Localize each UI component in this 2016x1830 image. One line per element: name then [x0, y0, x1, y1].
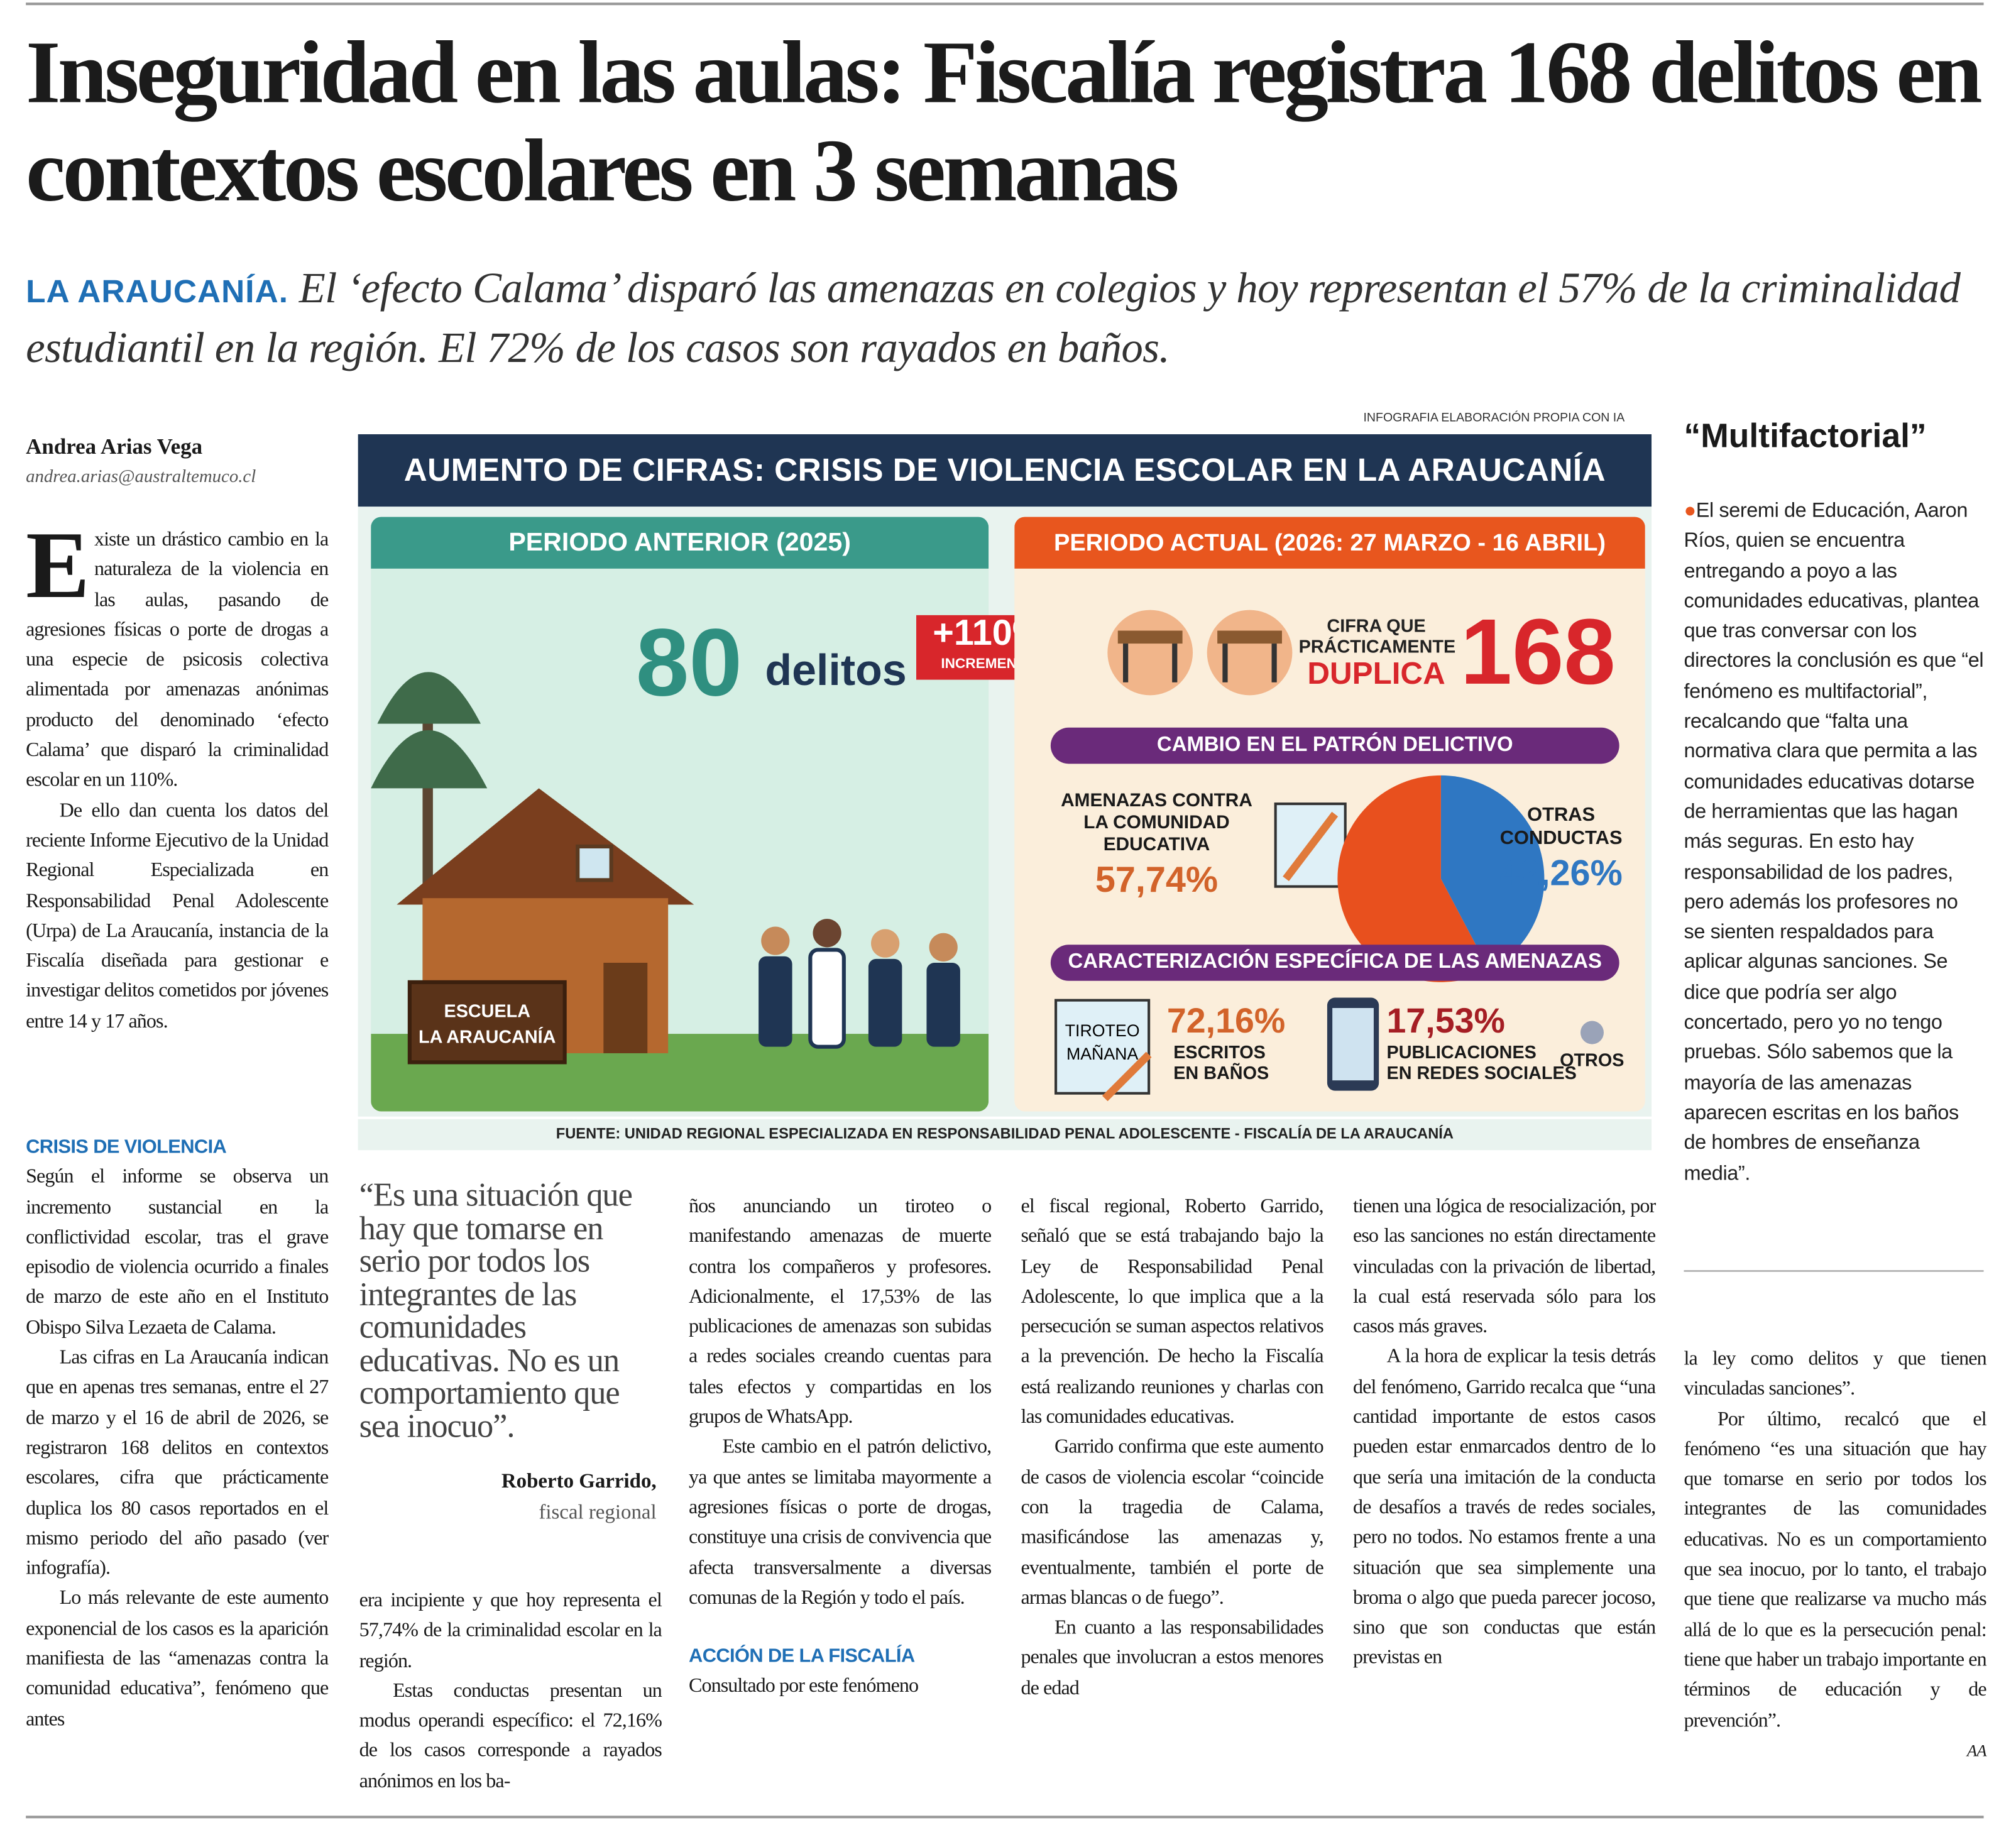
paragraph: Este cambio en el patrón delictivo, ya q… [689, 1436, 992, 1609]
byline-author: Andrea Arias Vega [26, 434, 203, 459]
quote-author: Roberto Garrido, [501, 1471, 657, 1493]
deck-text: El ‘efecto Calama’ disparó las amenazas … [26, 265, 1961, 373]
deck-kicker: LA ARAUCANÍA. [26, 273, 289, 310]
paragraph: xiste un drástico cambio en la naturalez… [26, 529, 329, 792]
school-sign-line-1: ESCUELA [444, 1001, 531, 1021]
label-line: ESCRITOS [1173, 1041, 1266, 1063]
threats-label: AMENAZAS CONTRA LA COMUNIDAD EDUCATIVA 57,7… [1040, 791, 1273, 904]
school-sign-line-2: LA ARAUCANÍA [419, 1026, 556, 1048]
article-col-1-bottom: CRISIS DE VIOLENCIA Según el informe se … [26, 1132, 329, 1734]
label-line: LA COMUNIDAD [1083, 813, 1230, 834]
other-value: 42,26% [1499, 853, 1623, 893]
smartphone-icon [1327, 997, 1379, 1091]
article-col-2: era incipiente y que hoy representa el 5… [359, 1586, 662, 1796]
previous-period-panel: PERIODO ANTERIOR (2025) 80 delitos ESCUE… [371, 517, 989, 1112]
deck: LA ARAUCANÍA. El ‘efecto Calama’ disparó… [26, 261, 1990, 376]
graffiti-note-icon: TIROTEO MAÑANA [1055, 999, 1152, 1102]
section-heading: ACCIÓN DE LA FISCALÍA [689, 1645, 915, 1668]
section-heading: CRISIS DE VIOLENCIA [26, 1136, 227, 1158]
paragraph: Las cifras en La Araucanía indican que e… [26, 1346, 329, 1580]
current-period-header: PERIODO ACTUAL (2026: 27 MARZO - 16 ABRI… [1014, 517, 1645, 569]
paragraph: En cuanto a las responsabilidades penale… [1021, 1616, 1324, 1699]
pie-slice [1440, 775, 1545, 970]
paragraph: Según el informe se observa un increment… [26, 1166, 329, 1339]
label-line: EN BAÑOS [1173, 1062, 1269, 1083]
school-sign [407, 980, 567, 1065]
pattern-pie-chart [1337, 775, 1545, 982]
paragraph: Lo más relevante de este aumento exponen… [26, 1587, 329, 1730]
label-line: PUBLICACIONES [1386, 1041, 1537, 1063]
paragraph: Por último, recalcó que el fenómeno “es … [1684, 1408, 1986, 1731]
sidebar-text: ●El seremi de Educación, Aaron Ríos, qui… [1684, 496, 1983, 1189]
previous-period-header: PERIODO ANTERIOR (2025) [371, 517, 989, 569]
previous-value: 80 [635, 608, 743, 716]
paragraph: era incipiente y que hoy representa el 5… [359, 1589, 662, 1672]
byline-email[interactable]: andrea.arias@australtemuco.cl [26, 468, 256, 488]
sidebar-title: “Multifactorial” [1684, 416, 1927, 455]
bathroom-stat: 72,16% ESCRITOS EN BAÑOS [1167, 1000, 1285, 1083]
note-line: DUPLICA [1307, 656, 1445, 692]
article-col-4: el fiscal regional, Roberto Garrido, señ… [1021, 1192, 1324, 1703]
infographic: AUMENTO DE CIFRAS: CRISIS DE VIOLENCIA E… [358, 434, 1652, 1117]
article-col-6: la ley como delitos y que tienen vincula… [1684, 1344, 1986, 1766]
paragraph: Estas conductas presentan un modus opera… [359, 1680, 662, 1792]
note-text: TIROTEO [1065, 1021, 1140, 1040]
bullet-icon: ● [1684, 500, 1696, 522]
students-icon [759, 919, 960, 1049]
other-threats-label: OTROS [1560, 1049, 1624, 1070]
current-note: CIFRA QUE PRÁCTICAMENTE DUPLICA [1298, 615, 1456, 693]
pie-slice [1337, 775, 1489, 982]
school-desks-icon [1107, 610, 1293, 696]
sidebar-divider [1684, 1270, 1984, 1272]
threats-header: CARACTERIZACIÓN ESPECÍFICA DE LAS AMENAZ… [1050, 945, 1619, 981]
paragraph: Consultado por este fenómeno [689, 1675, 919, 1697]
threats-value: 57,74% [1095, 859, 1219, 900]
paragraph: Garrido confirma que este aumento de cas… [1021, 1436, 1324, 1609]
label-line: EN REDES SOCIALES [1386, 1062, 1577, 1083]
other-dot-icon [1580, 1021, 1604, 1044]
school-illustration: ESCUELA LA ARAUCANÍA [371, 672, 989, 1112]
note-line: CIFRA QUE [1327, 615, 1426, 636]
paragraph: tienen una lógica de resocialización, po… [1353, 1195, 1656, 1338]
article-col-3: ños anunciando un tiroteo o manifestando… [689, 1192, 992, 1702]
pull-quote: “Es una situación que hay que tomarse en… [359, 1176, 633, 1445]
other-label: OTRAS CONDUCTAS 42,26% [1490, 804, 1632, 897]
note-text: MAÑANA [1066, 1044, 1138, 1063]
current-value: 168 [1460, 601, 1616, 704]
pull-quote-attribution: Roberto Garrido, fiscal regional [359, 1467, 657, 1529]
pattern-header: CAMBIO EN EL PATRÓN DELICTIVO [1050, 727, 1619, 764]
label-line: OTRAS [1527, 804, 1596, 826]
bathroom-value: 72,16% [1166, 1001, 1286, 1041]
paragraph: la ley como delitos y que tienen vincula… [1684, 1347, 1986, 1400]
top-rule [26, 3, 1984, 6]
paragraph: De ello dan cuenta los datos del recient… [26, 799, 329, 1033]
headline: Inseguridad en las aulas: Fiscalía regis… [26, 23, 1983, 220]
article-col-5: tienen una lógica de resocialización, po… [1353, 1192, 1656, 1674]
infographic-title: AUMENTO DE CIFRAS: CRISIS DE VIOLENCIA E… [358, 434, 1652, 507]
current-period-panel: PERIODO ACTUAL (2026: 27 MARZO - 16 ABRI… [1014, 517, 1645, 1112]
end-mark: AA [1966, 1740, 1987, 1760]
sidebar-paragraph: El seremi de Educación, Aaron Ríos, quie… [1684, 500, 1984, 1185]
paragraph: ños anunciando un tiroteo o manifestando… [689, 1195, 992, 1428]
infographic-source: FUENTE: UNIDAD REGIONAL ESPECIALIZADA EN… [358, 1119, 1652, 1151]
label-line: AMENAZAS CONTRA [1061, 791, 1252, 812]
social-media-value: 17,53% [1386, 1001, 1505, 1041]
previous-unit: delitos [765, 646, 907, 696]
label-line: CONDUCTAS [1499, 827, 1623, 850]
quote-role: fiscal regional [539, 1501, 657, 1524]
drop-cap: E [26, 513, 90, 620]
note-line: PRÁCTICAMENTE [1298, 635, 1456, 657]
infographic-credit: INFOGRAFIA ELABORACIÓN PROPIA CON IA [1363, 410, 1625, 425]
article-col-1-top: E xiste un drástico cambio en la natural… [26, 513, 329, 1036]
label-line: EDUCATIVA [1103, 835, 1210, 856]
school-roof [397, 788, 694, 905]
paragraph: el fiscal regional, Roberto Garrido, señ… [1021, 1195, 1324, 1428]
notepad-pencil-icon [1274, 803, 1347, 888]
bottom-rule [26, 1816, 1984, 1819]
paragraph: A la hora de explicar la tesis detrás de… [1353, 1345, 1656, 1669]
social-media-stat: 17,53% PUBLICACIONES EN REDES SOCIALES [1387, 1000, 1577, 1083]
